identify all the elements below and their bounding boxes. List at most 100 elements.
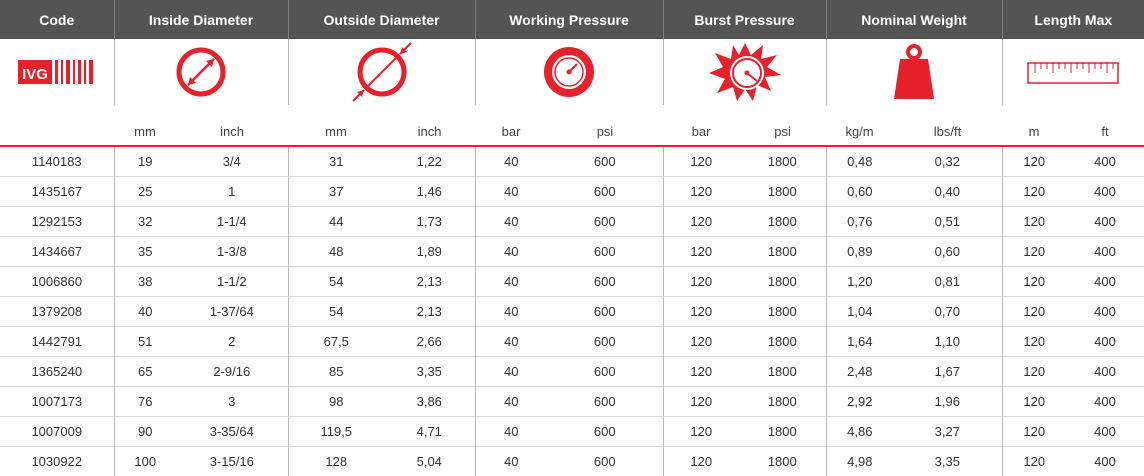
cell-wp-bar: 40 — [475, 327, 547, 357]
cell-code: 1435167 — [0, 177, 114, 207]
unit-length-ft: ft — [1066, 105, 1144, 146]
cell-length-m: 120 — [1002, 417, 1066, 447]
cell-weight-kgm: 2,92 — [826, 387, 893, 417]
cell-length-m: 120 — [1002, 237, 1066, 267]
cell-bp-psi: 1800 — [739, 297, 826, 327]
cell-code: 1379208 — [0, 297, 114, 327]
header-nominal-weight: Nominal Weight — [826, 0, 1002, 39]
cell-wp-bar: 40 — [475, 387, 547, 417]
cell-bp-bar: 120 — [663, 417, 739, 447]
cell-od-mm: 54 — [288, 267, 384, 297]
cell-weight-kgm: 1,20 — [826, 267, 893, 297]
unit-wp-bar: bar — [475, 105, 547, 146]
cell-id-inch: 3 — [176, 387, 288, 417]
cell-length-m: 120 — [1002, 207, 1066, 237]
cell-wp-bar: 40 — [475, 417, 547, 447]
cell-length-m: 120 — [1002, 447, 1066, 476]
cell-bp-bar: 120 — [663, 357, 739, 387]
cell-id-inch: 1-1/4 — [176, 207, 288, 237]
cell-wp-psi: 600 — [547, 417, 663, 447]
spec-table-container: Code Inside Diameter Outside Diameter Wo… — [0, 0, 1144, 461]
burst-gauge-icon — [663, 39, 826, 105]
cell-length-ft: 400 — [1066, 146, 1144, 177]
cell-wp-psi: 600 — [547, 297, 663, 327]
cell-id-inch: 1-37/64 — [176, 297, 288, 327]
cell-bp-psi: 1800 — [739, 327, 826, 357]
unit-bp-bar: bar — [663, 105, 739, 146]
cell-bp-bar: 120 — [663, 177, 739, 207]
pressure-gauge-icon — [475, 39, 663, 105]
cell-code: 1007173 — [0, 387, 114, 417]
cell-weight-kgm: 2,48 — [826, 357, 893, 387]
cell-bp-psi: 1800 — [739, 267, 826, 297]
cell-length-ft: 400 — [1066, 387, 1144, 417]
cell-weight-kgm: 4,86 — [826, 417, 893, 447]
cell-length-ft: 400 — [1066, 237, 1144, 267]
ivg-logo-barcode-icon: IVG — [0, 39, 114, 105]
cell-length-m: 120 — [1002, 327, 1066, 357]
cell-od-mm: 85 — [288, 357, 384, 387]
cell-od-inch: 1,89 — [384, 237, 475, 267]
cell-od-mm: 128 — [288, 447, 384, 476]
cell-code: 1006860 — [0, 267, 114, 297]
cell-length-ft: 400 — [1066, 447, 1144, 476]
cell-code: 1292153 — [0, 207, 114, 237]
cell-od-inch: 2,13 — [384, 297, 475, 327]
cell-wp-bar: 40 — [475, 297, 547, 327]
cell-length-ft: 400 — [1066, 357, 1144, 387]
unit-length-m: m — [1002, 105, 1066, 146]
cell-bp-psi: 1800 — [739, 387, 826, 417]
header-code: Code — [0, 0, 114, 39]
cell-weight-lbsft: 3,35 — [893, 447, 1002, 476]
cell-length-m: 120 — [1002, 267, 1066, 297]
cell-code: 1434667 — [0, 237, 114, 267]
cell-od-mm: 67,5 — [288, 327, 384, 357]
cell-id-mm: 19 — [114, 146, 176, 177]
cell-od-mm: 98 — [288, 387, 384, 417]
header-row: Code Inside Diameter Outside Diameter Wo… — [0, 0, 1144, 39]
cell-wp-bar: 40 — [475, 237, 547, 267]
cell-wp-psi: 600 — [547, 327, 663, 357]
cell-weight-kgm: 1,04 — [826, 297, 893, 327]
cell-bp-psi: 1800 — [739, 177, 826, 207]
cell-length-ft: 400 — [1066, 267, 1144, 297]
cell-bp-bar: 120 — [663, 207, 739, 237]
cell-weight-lbsft: 0,70 — [893, 297, 1002, 327]
cell-weight-lbsft: 0,40 — [893, 177, 1002, 207]
cell-bp-bar: 120 — [663, 297, 739, 327]
unit-code — [0, 105, 114, 146]
cell-weight-lbsft: 0,51 — [893, 207, 1002, 237]
cell-od-mm: 44 — [288, 207, 384, 237]
cell-id-inch: 3-15/16 — [176, 447, 288, 476]
cell-bp-psi: 1800 — [739, 447, 826, 476]
cell-id-inch: 3-35/64 — [176, 417, 288, 447]
cell-wp-bar: 40 — [475, 357, 547, 387]
cell-od-inch: 3,35 — [384, 357, 475, 387]
cell-bp-bar: 120 — [663, 237, 739, 267]
outside-diameter-icon — [288, 39, 475, 105]
cell-weight-kgm: 0,89 — [826, 237, 893, 267]
cell-od-mm: 48 — [288, 237, 384, 267]
cell-id-inch: 1 — [176, 177, 288, 207]
cell-od-mm: 31 — [288, 146, 384, 177]
cell-length-m: 120 — [1002, 297, 1066, 327]
cell-weight-lbsft: 1,96 — [893, 387, 1002, 417]
cell-bp-psi: 1800 — [739, 237, 826, 267]
cell-od-mm: 37 — [288, 177, 384, 207]
header-length-max: Length Max — [1002, 0, 1144, 39]
ruler-icon — [1002, 39, 1144, 105]
cell-wp-bar: 40 — [475, 447, 547, 476]
cell-id-mm: 100 — [114, 447, 176, 476]
unit-row: mm inch mm inch bar psi bar psi kg/m lbs… — [0, 105, 1144, 146]
cell-bp-psi: 1800 — [739, 207, 826, 237]
cell-wp-psi: 600 — [547, 447, 663, 476]
